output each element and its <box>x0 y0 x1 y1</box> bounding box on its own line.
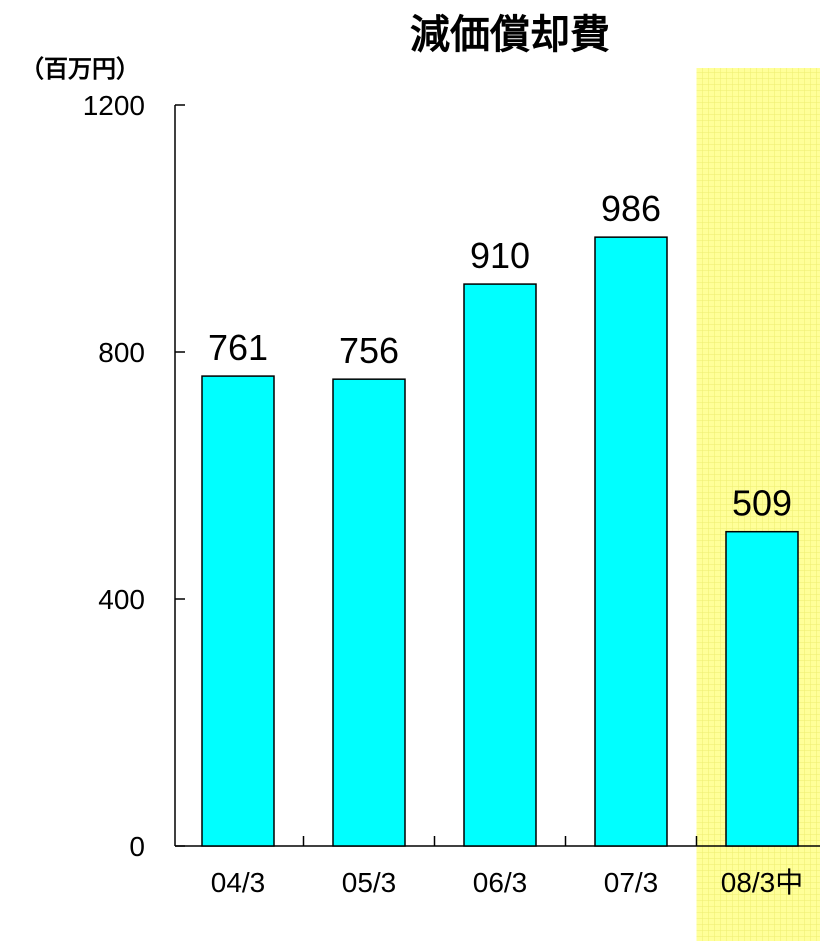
y-tick-label: 1200 <box>83 90 145 121</box>
data-label: 756 <box>339 330 399 371</box>
y-tick-label: 400 <box>98 584 145 615</box>
x-tick-label: 05/3 <box>342 867 397 898</box>
bar <box>332 378 406 847</box>
data-label: 761 <box>208 327 268 368</box>
x-tick-label: 06/3 <box>473 867 528 898</box>
x-tick-label: 04/3 <box>211 867 266 898</box>
bar <box>594 236 668 847</box>
y-axis-unit-label: （百万円） <box>20 56 140 83</box>
labels: 761 04/3 756 05/3 910 06/3 986 07/3 509 08/3中 <box>208 188 803 898</box>
x-tick-label: 07/3 <box>604 867 659 898</box>
x-tick-label: 08/3中 <box>721 867 804 898</box>
y-tick-label: 0 <box>129 831 145 862</box>
bar <box>201 375 275 847</box>
bars <box>201 236 799 847</box>
bar <box>463 283 537 847</box>
data-label: 986 <box>601 188 661 229</box>
data-label: 509 <box>732 483 792 524</box>
chart-title: 減価償却費 <box>410 13 610 57</box>
bar <box>725 530 799 847</box>
y-tick-label: 800 <box>98 337 145 368</box>
data-label: 910 <box>470 235 530 276</box>
